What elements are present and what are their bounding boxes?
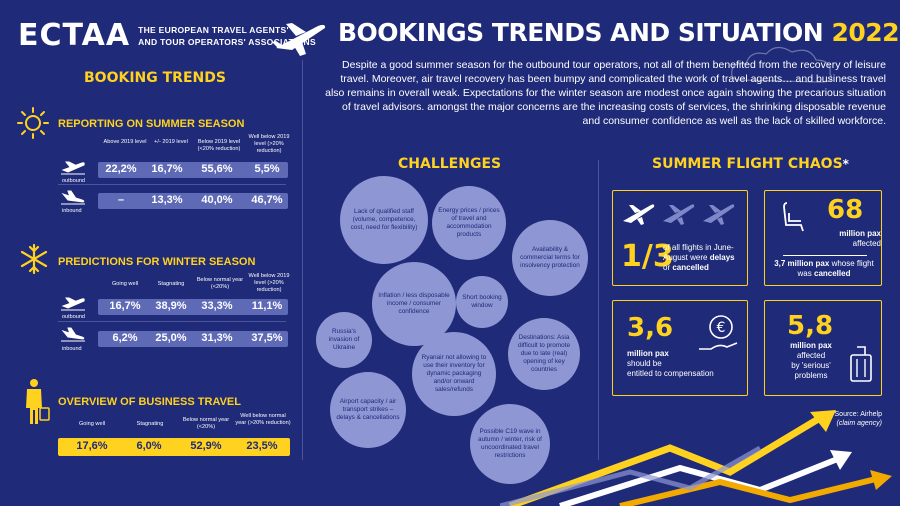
winter-inbound-row: 6,2% 25,0% 31,3% 37,5% [98,331,288,347]
card-text: million pax should be entitled to compen… [627,349,714,378]
value-cell: – [117,194,125,206]
euro-hand-icon: € [699,315,738,350]
card-text: 3,7 million pax whose flight was cancell… [774,259,874,278]
arrival-icon [61,190,85,205]
challenge-bubble: Russia's invasion of Ukraine [316,312,372,368]
68-million-card: 68 million pax affected 3,7 million pax … [764,190,882,286]
challenges-title: CHALLENGES [398,156,502,172]
ectaa-logo: ECTAA THE EUROPEAN TRAVEL AGENTS' AND TO… [18,18,316,53]
challenge-bubble: Possible C19 wave in autumn / winter, ri… [470,404,550,484]
intro-paragraph: Despite a good summer season for the out… [325,59,886,127]
col-header: Below normal year (<20%) [196,277,244,290]
value-cell: 6,0% [136,440,162,452]
snowflake-icon [20,243,48,275]
col-header: Below normal year (<20%) [182,417,230,430]
booking-trends-title: BOOKING TRENDS [84,70,226,86]
logo-wordmark: ECTAA [18,18,131,53]
divider [58,184,286,185]
column-divider [598,160,599,460]
suitcase-icon [850,346,872,382]
page-title: BOOKINGS TRENDS AND SITUATION 2022 [338,18,900,47]
col-header: Well below normal year (>20% reduction) [235,413,291,426]
inbound-label: inbound [62,346,82,352]
value-cell: 31,3% [201,332,233,344]
col-header: Going well [111,281,139,287]
arrival-icon [61,327,85,342]
col-header: Stagnating [136,421,164,427]
value-cell: 25,0% [155,332,187,344]
inbound-label: inbound [62,208,82,214]
departure-icon [61,297,85,311]
seat-icon [783,202,804,232]
value-cell: 46,7% [251,194,283,206]
value-cell: 23,5% [246,440,278,452]
business-travel-heading: OVERVIEW OF BUSINESS TRAVEL [58,396,241,408]
value-cell: 33,3% [201,300,233,312]
value-cell: 22,2% [105,163,137,175]
summer-season-heading: REPORTING ON SUMMER SEASON [58,118,245,130]
col-header: Stagnating [157,281,185,287]
col-header: +/- 2019 level [154,139,188,145]
departure-icon [61,161,85,175]
value-cell: 37,5% [251,332,283,344]
business-traveler-icon [26,379,50,424]
value-cell: 38,9% [155,300,187,312]
business-travel-row: 17,6% 6,0% 52,9% 23,5% [58,438,290,456]
card-text: of all flights in June-August were delay… [663,243,735,272]
challenge-bubble: Inflation / less disposable income / con… [372,262,456,346]
col-header: Above 2019 level [103,139,147,145]
challenge-bubble: Ryanair not allowing to use their invent… [412,332,496,416]
summer-outbound-row: 22,2% 16,7% 55,6% 5,5% [98,162,288,178]
challenge-bubble: Lack of qualified staff (volume, compete… [340,176,428,264]
one-third-card: 1/3 of all flights in June-August were d… [612,190,748,286]
3-6-million-card: 3,6 € million pax should be entitled to … [612,300,748,396]
value-cell: 55,6% [201,163,233,175]
growth-arrows-decoration [500,410,892,506]
divider [783,255,867,256]
value-cell: 17,6% [76,440,108,452]
outbound-label: outbound [62,314,85,320]
airplane-icon [272,23,326,56]
summer-inbound-row: – 13,3% 40,0% 46,7% [98,193,288,209]
col-header: Going well [78,421,106,427]
value-cell: 52,9% [190,440,222,452]
challenge-bubble: Airport capacity / air transport strikes… [330,372,406,448]
column-divider [302,60,303,460]
divider [58,321,286,322]
winter-season-heading: PREDICTIONS FOR WINTER SEASON [58,256,256,268]
value-cell: 16,7% [109,300,141,312]
challenge-bubble: Destinations: Asia difficult to promote … [508,318,580,390]
col-header: Well below 2019 level (>20% reduction) [248,273,290,293]
value-cell: 5,5% [254,163,280,175]
clouds-decoration [731,46,833,83]
flight-chaos-title: SUMMER FLIGHT CHAOS* [652,156,849,172]
airplanes-icon [623,204,735,225]
card-text: million pax affected by 'serious' proble… [790,341,832,380]
value-cell: 6,2% [112,332,138,344]
value-cell: 11,1% [251,300,283,312]
logo-tagline: THE EUROPEAN TRAVEL AGENTS' AND TOUR OPE… [138,24,316,47]
col-header: Below 2019 level (<20% reduction) [197,139,241,152]
value-cell: 13,3% [151,194,183,206]
challenge-bubble: Energy prices / prices of travel and acc… [432,186,506,260]
5-8-million-card: 5,8 million pax affected by 'serious' pr… [764,300,882,396]
challenge-bubble: Short booking window [456,276,508,328]
svg-text:€: € [717,320,726,336]
card-unit: million pax affected [839,229,881,248]
source-note: * Source: Airhelp (claim agency) [829,411,882,427]
col-header: Well below 2019 level (>20% reduction) [248,134,290,154]
value-cell: 16,7% [151,163,183,175]
winter-outbound-row: 16,7% 38,9% 33,3% 11,1% [98,299,288,315]
value-cell: 40,0% [201,194,233,206]
outbound-label: outbound [62,178,85,184]
challenge-bubble: Availability & commercial terms for inso… [512,220,588,296]
sun-icon [17,107,49,139]
